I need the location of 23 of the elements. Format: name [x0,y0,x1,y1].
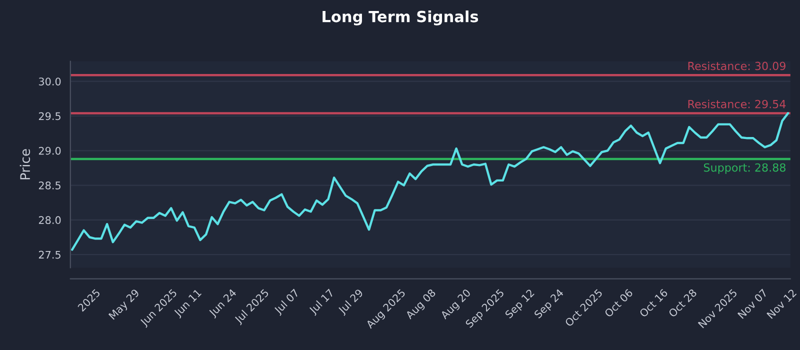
y-tick-label: 28.0 [38,216,61,224]
x-tick-label: Jul 07 [273,288,301,316]
chart-title: Long Term Signals [322,10,478,26]
x-tick-label: Sep 24 [534,288,566,320]
x-tick-label: Nov 07 [737,288,768,319]
x-tick-label: Oct 28 [668,288,698,318]
x-tick-label: Oct 16 [638,288,668,318]
x-tick-label: Sep 12 [504,288,536,320]
ref-line-label: Support: 28.88 [704,163,786,174]
x-tick-label: Jul 29 [337,288,365,316]
y-tick-label: 30.0 [38,78,61,86]
ref-line-label: Resistance: 30.09 [688,62,786,70]
y-tick-label: 27.5 [38,250,60,259]
x-tick-label: Aug 08 [404,288,438,322]
x-tick-label: Nov 12 [766,288,797,319]
line-series [71,112,790,251]
ref-line-label: Resistance: 29.54 [688,100,786,108]
x-tick-label: Oct 06 [604,288,634,318]
y-tick-label: 29.5 [38,112,60,120]
y-tick-label: 29.0 [38,146,61,155]
y-axis-title: Price [20,149,30,180]
y-tick-label: 28.5 [38,182,60,190]
x-tick-label: Jul 17 [308,288,336,316]
